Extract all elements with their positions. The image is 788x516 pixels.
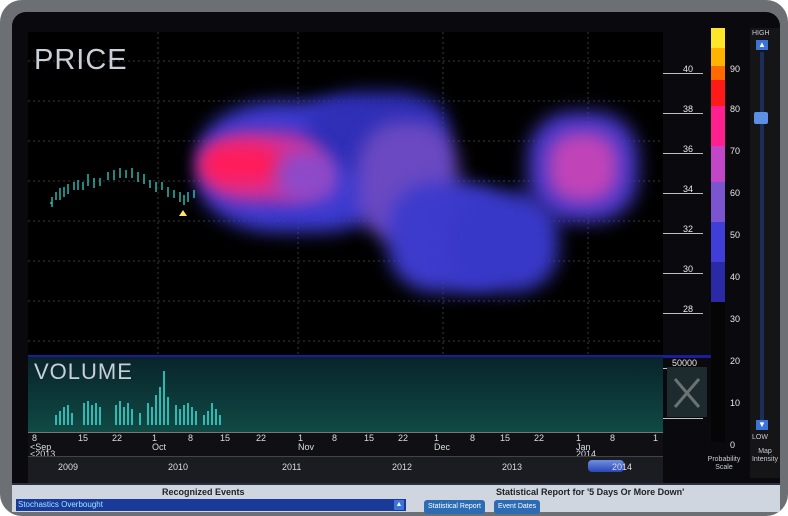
day-label: 22 — [534, 433, 545, 443]
year-scroller-label: 2009 — [58, 462, 79, 472]
year-scroller-label: 2014 — [612, 462, 633, 472]
day-label: 1 — [434, 433, 440, 443]
day-label: 22 — [112, 433, 123, 443]
day-label: 8 — [32, 433, 38, 443]
map-intensity-high-label: HIGH — [752, 30, 770, 37]
scale-label: 90 — [730, 64, 741, 74]
map-intensity: HIGH ▲ ▼ LOW Map Intensity — [750, 28, 780, 478]
probability-scale: 90 80 70 60 50 40 30 20 10 0 Probability… — [704, 24, 744, 474]
scale-label: 70 — [730, 146, 741, 156]
map-intensity-caption: Map Intensity — [751, 448, 779, 463]
year-scroller[interactable]: 2009 2010 2011 2012 2013 2014 — [28, 456, 663, 483]
intensity-thumb[interactable] — [754, 112, 768, 124]
price-bars — [50, 168, 195, 216]
price-tick-label: 34 — [683, 184, 694, 194]
month-label: Jan — [576, 442, 591, 452]
app-window: PRICE 40 38 36 34 32 30 28 VOLUME 50000 … — [12, 12, 780, 510]
panel-divider[interactable] — [28, 355, 718, 358]
day-label: 8 — [188, 433, 194, 443]
day-label: 1 — [298, 433, 304, 443]
intensity-track[interactable] — [760, 52, 764, 422]
day-label: 1 — [152, 433, 158, 443]
day-label: 1 — [576, 433, 582, 443]
heatmap-region — [200, 144, 280, 184]
close-panel-icon[interactable] — [667, 367, 707, 417]
map-intensity-low-label: LOW — [752, 434, 768, 441]
heatmap-region — [548, 132, 618, 202]
intensity-up-button[interactable]: ▲ — [756, 40, 768, 50]
volume-bars — [55, 371, 221, 425]
price-tick-label: 36 — [683, 144, 694, 154]
month-label: Oct — [152, 442, 167, 452]
heatmap-region — [278, 152, 338, 202]
list-item[interactable]: Stochastics Overbought — [18, 500, 103, 509]
probability-scale-caption: Probability Scale — [707, 456, 741, 471]
year-scroller-label: 2010 — [168, 462, 189, 472]
day-label: 15 — [220, 433, 231, 443]
recognized-events-title: Recognized Events — [162, 487, 245, 497]
scale-label: 40 — [730, 272, 741, 282]
year-scroller-label: 2011 — [282, 462, 302, 472]
year-label: 2014 — [576, 449, 597, 459]
recognized-events-list[interactable]: Stochastics Overbought ▲ — [16, 499, 406, 511]
month-label: Nov — [298, 442, 315, 452]
price-tick-label: 30 — [683, 264, 694, 274]
price-tick-label: 28 — [683, 304, 694, 314]
day-label: 22 — [398, 433, 409, 443]
day-label: 15 — [78, 433, 89, 443]
scale-label: 60 — [730, 188, 741, 198]
scale-label: 30 — [730, 314, 741, 324]
scale-label: 0 — [730, 440, 736, 450]
day-label: 8 — [610, 433, 616, 443]
bottom-panel: Recognized Events Stochastics Overbought… — [12, 483, 780, 512]
volume-tick-label: 50000 — [672, 358, 698, 368]
year-scroller-label: 2013 — [502, 462, 523, 472]
price-panel-title: PRICE — [34, 44, 128, 76]
statistical-report-title: Statistical Report for '5 Days Or More D… — [496, 487, 685, 497]
scale-label: 50 — [730, 230, 741, 240]
tab-event-dates[interactable]: Event Dates — [494, 500, 541, 514]
volume-panel-title: VOLUME — [34, 359, 133, 384]
day-label: 22 — [256, 433, 267, 443]
month-label: Dec — [434, 442, 451, 452]
price-tick-label: 32 — [683, 224, 694, 234]
day-label: 1 — [653, 433, 659, 443]
day-label: 8 — [332, 433, 338, 443]
price-tick-label: 38 — [683, 104, 694, 114]
scale-label: 10 — [730, 398, 741, 408]
price-tick-label: 40 — [683, 64, 694, 74]
year-label: <2013 — [30, 449, 56, 459]
year-scroller-thumb[interactable] — [588, 460, 624, 472]
month-label: <Sep — [30, 442, 52, 452]
list-scroll-up-icon[interactable]: ▲ — [394, 500, 404, 510]
scale-label: 20 — [730, 356, 741, 366]
probability-colorbar — [711, 28, 725, 442]
day-label: 8 — [470, 433, 476, 443]
intensity-down-button[interactable]: ▼ — [756, 420, 768, 430]
tab-statistical-report[interactable]: Statistical Report — [424, 500, 485, 514]
date-axis: 8 15 22 1 8 15 22 1 8 15 22 1 8 15 22 1 … — [28, 432, 663, 459]
day-label: 15 — [500, 433, 511, 443]
year-scroller-label: 2012 — [392, 462, 413, 472]
scale-label: 80 — [730, 104, 741, 114]
day-label: 15 — [364, 433, 375, 443]
volume-chart[interactable]: VOLUME — [28, 357, 663, 432]
